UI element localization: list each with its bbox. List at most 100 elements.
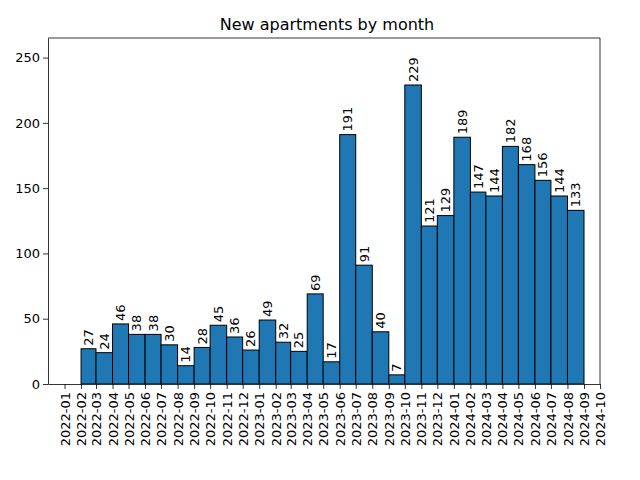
tick-mark [43,123,48,124]
tick-mark [210,384,211,389]
data-label: 30 [162,325,177,342]
tick: 2022-02 [74,384,89,446]
tick-label: 2022-09 [187,392,202,446]
data-label: 38 [129,315,144,332]
tick-mark [276,384,277,389]
data-label: 25 [291,332,306,349]
bar [81,349,96,384]
tick-mark [243,384,244,389]
chart: 2022-012022-022022-032022-042022-052022-… [0,0,640,480]
tick: 150 [15,181,48,196]
tick-label: 2022-03 [89,392,104,446]
tick-label: 2023-11 [414,392,429,446]
tick-label: 100 [15,246,40,261]
tick-mark [161,384,162,389]
tick: 2023-02 [269,384,284,446]
tick-mark [259,384,260,389]
tick-mark [470,384,471,389]
tick-label: 2023-06 [333,392,348,446]
tick: 2023-08 [365,384,380,446]
data-label: 69 [308,274,323,291]
tick: 2024-03 [479,384,494,446]
bars [81,85,584,384]
tick: 2024-09 [577,384,592,446]
data-label: 32 [276,323,291,340]
tick: 2024-10 [593,384,608,446]
tick-mark [113,384,114,389]
bar [145,334,161,384]
tick-label: 2024-07 [544,392,559,446]
tick: 2024-07 [544,384,559,446]
tick-label: 2023-03 [284,392,299,446]
tick-label: 2024-06 [528,392,543,446]
tick-mark [584,384,585,389]
tick: 2023-05 [316,384,331,446]
tick-mark [405,384,406,389]
tick: 2022-08 [171,384,186,446]
tick: 2023-07 [349,384,364,446]
tick: 2022-01 [58,384,73,446]
tick-mark [194,384,195,389]
data-label: 182 [503,119,518,144]
tick: 2022-04 [106,384,121,446]
bar [178,366,195,384]
tick-label: 2022-12 [236,392,251,446]
tick-mark [307,384,308,389]
tick-label: 2022-11 [220,392,235,446]
tick-mark [65,384,66,389]
tick-mark [535,384,536,389]
data-label: 189 [455,109,470,134]
tick-label: 2023-10 [398,392,413,446]
bar [405,85,422,384]
bar [243,350,260,384]
data-label: 156 [535,152,550,177]
tick: 2024-05 [511,384,526,446]
bar [194,347,210,384]
bar [421,226,437,384]
tick-mark [129,384,130,389]
data-label: 24 [97,333,112,350]
tick-label: 2024-10 [593,392,608,446]
tick-mark [43,384,48,385]
bar [372,332,389,384]
bar [129,334,146,384]
tick: 2023-01 [252,384,267,446]
frame [48,38,600,384]
tick-mark [145,384,146,389]
data-label: 133 [568,183,583,208]
tick: 2023-04 [300,384,315,446]
tick-label: 2023-08 [365,392,380,446]
data-label: 45 [211,306,226,323]
tick-label: 2023-05 [316,392,331,446]
tick-mark [389,384,390,389]
bar [307,294,323,384]
tick: 2024-01 [447,384,462,446]
bar [551,196,568,384]
tick-mark [421,384,422,389]
data-label: 49 [260,300,275,317]
tick-label: 2024-08 [561,392,576,446]
data-label: 229 [406,57,421,82]
tick-label: 2024-02 [463,392,478,446]
data-label: 7 [389,364,404,372]
tick: 2024-08 [561,384,576,446]
tick-label: 2023-01 [252,392,267,446]
bar [276,342,291,384]
tick-label: 2024-01 [447,392,462,446]
tick: 100 [15,246,48,261]
tick-label: 2024-04 [495,392,510,446]
tick-mark [551,384,552,389]
bar [291,351,308,384]
tick-label: 2023-07 [349,392,364,446]
tick-label: 200 [15,116,40,131]
tick-mark [43,188,48,189]
data-label: 129 [438,188,453,213]
bar [356,265,373,384]
title: New apartments by month [220,15,435,34]
tick-label: 50 [23,311,40,326]
data-labels: 2724463838301428453626493225691719191407… [81,57,583,372]
tick-mark [600,384,601,389]
tick-mark [178,384,179,389]
tick: 2023-12 [430,384,445,446]
tick-mark [486,384,487,389]
